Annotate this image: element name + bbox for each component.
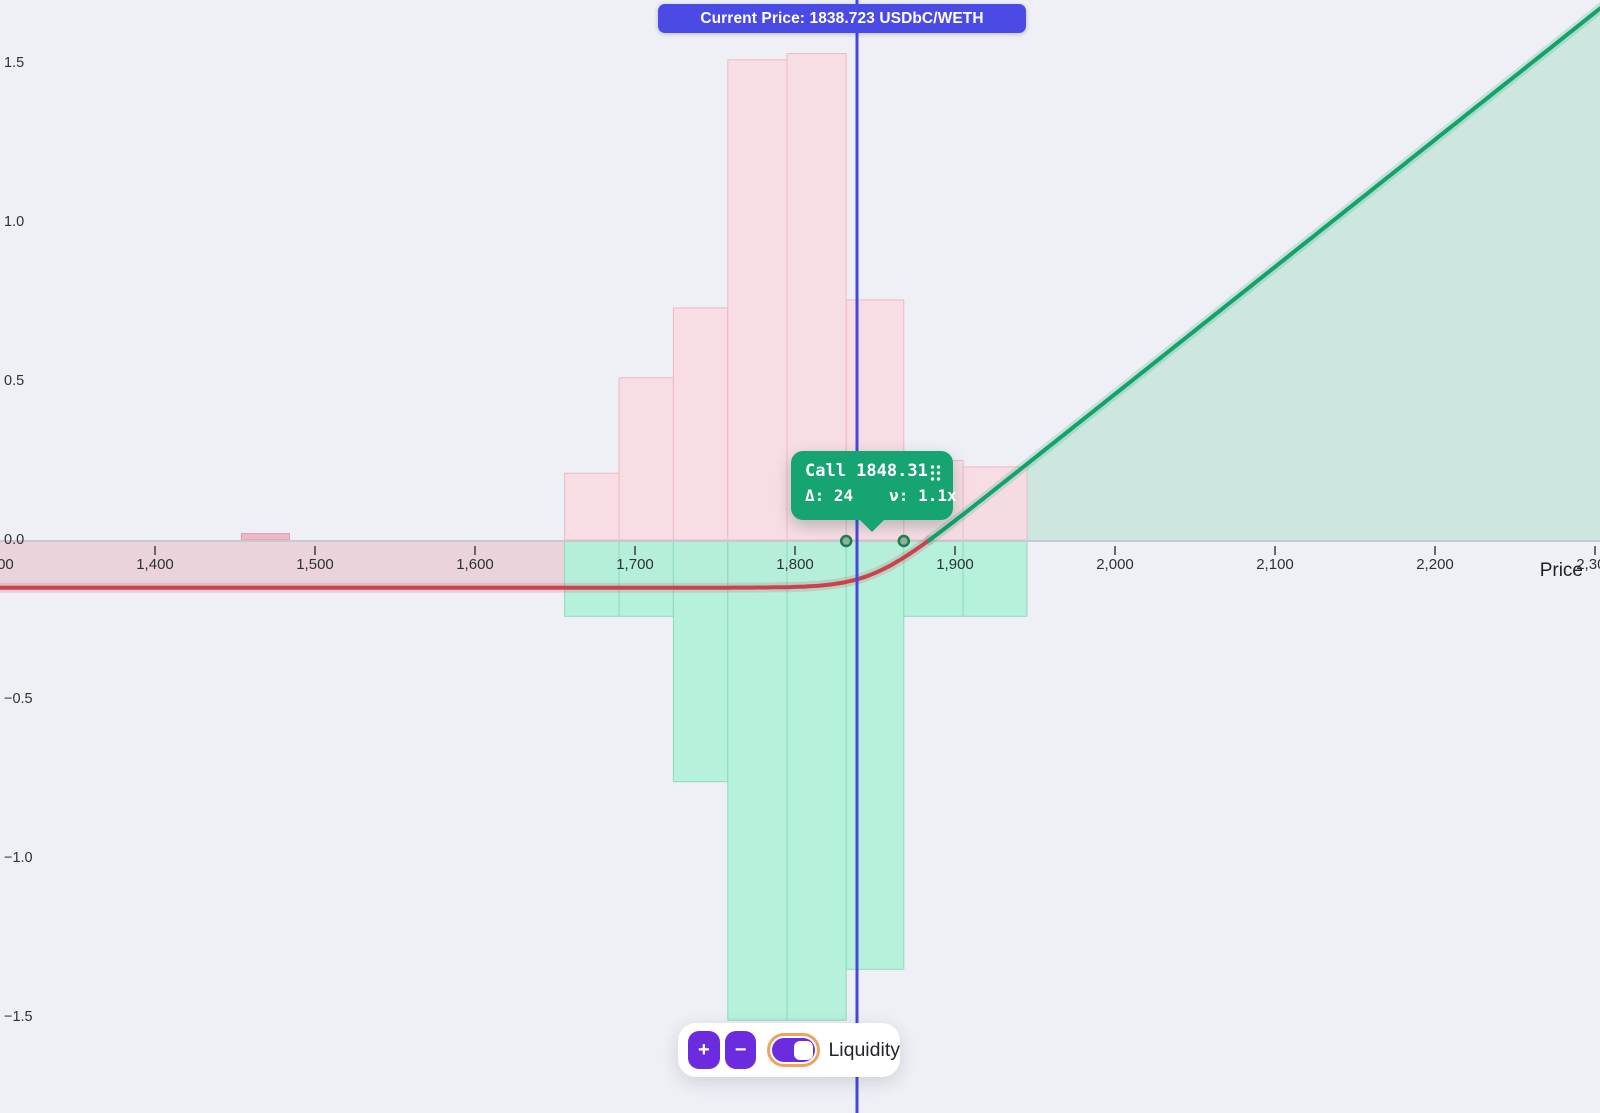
position-range-dot[interactable]	[839, 534, 853, 548]
x-tick-label: 1,600	[456, 556, 494, 573]
liquidity-bar-above	[962, 466, 1028, 541]
liquidity-toggle[interactable]	[767, 1033, 821, 1067]
tooltip-title: Call 1848.31	[805, 461, 928, 481]
x-tick-label: 1,300	[0, 556, 14, 573]
position-range-dot[interactable]	[897, 534, 911, 548]
payoff-line-negative	[0, 538, 932, 590]
liquidity-bar-below	[962, 540, 1028, 617]
current-price-badge: Current Price: 1838.723 USDbC/WETH	[658, 4, 1026, 33]
zoom-in-button[interactable]: +	[688, 1031, 720, 1069]
y-tick-label: 1.5	[4, 55, 24, 71]
tooltip-vega: ν: 1.1x	[889, 486, 957, 505]
payoff-line-positive	[927, 5, 1600, 542]
y-tick-label: 1.0	[4, 214, 24, 230]
x-tick-label: 1,500	[296, 556, 334, 573]
liquidity-bar-above	[618, 377, 674, 541]
liquidity-bar-below	[845, 540, 905, 970]
liquidity-bar-below	[672, 540, 729, 783]
zoom-out-button[interactable]: −	[724, 1031, 757, 1069]
x-tick-label: 2,000	[1096, 556, 1134, 573]
x-tick-label: 2,200	[1416, 556, 1454, 573]
x-tick-label: 1,900	[936, 556, 974, 573]
liquidity-bar-above	[240, 533, 290, 541]
x-tick-label: 2,300	[1576, 556, 1600, 573]
liquidity-toggle-knob	[794, 1040, 814, 1060]
y-tick-label: −1.0	[4, 850, 33, 866]
liquidity-toggle-track	[772, 1038, 816, 1062]
x-tick-label: 1,400	[136, 556, 174, 573]
x-tick-label: 1,700	[616, 556, 654, 573]
x-tick-label: 2,100	[1256, 556, 1294, 573]
y-tick-label: 0.5	[4, 373, 24, 389]
y-tick-label: 0.0	[4, 532, 24, 548]
liquidity-bar-below	[903, 540, 964, 617]
drag-handle-icon[interactable]	[929, 464, 942, 482]
y-tick-label: −1.5	[4, 1009, 33, 1025]
chart-controls-panel: + − Liquidity	[678, 1023, 900, 1077]
liquidity-bar-below	[786, 540, 847, 1021]
x-axis-title: Price	[1539, 560, 1583, 581]
liquidity-bar-below	[618, 540, 674, 617]
liquidity-bar-above	[727, 59, 788, 541]
liquidity-bar-above	[672, 307, 729, 541]
y-tick-label: −0.5	[4, 691, 33, 707]
liquidity-bar-below	[727, 540, 788, 1021]
tooltip-delta: Δ: 24	[805, 486, 854, 505]
x-tick-label: 1,800	[776, 556, 814, 573]
position-tooltip[interactable]: Call 1848.31 Δ: 24 ν: 1.1x	[791, 451, 957, 520]
gain-area	[929, 8, 1600, 540]
liquidity-bar-below	[564, 540, 620, 617]
liquidity-bar-above	[564, 472, 620, 541]
current-price-text: Current Price: 1838.723 USDbC/WETH	[700, 9, 984, 27]
liquidity-toggle-label: Liquidity	[828, 1038, 900, 1061]
